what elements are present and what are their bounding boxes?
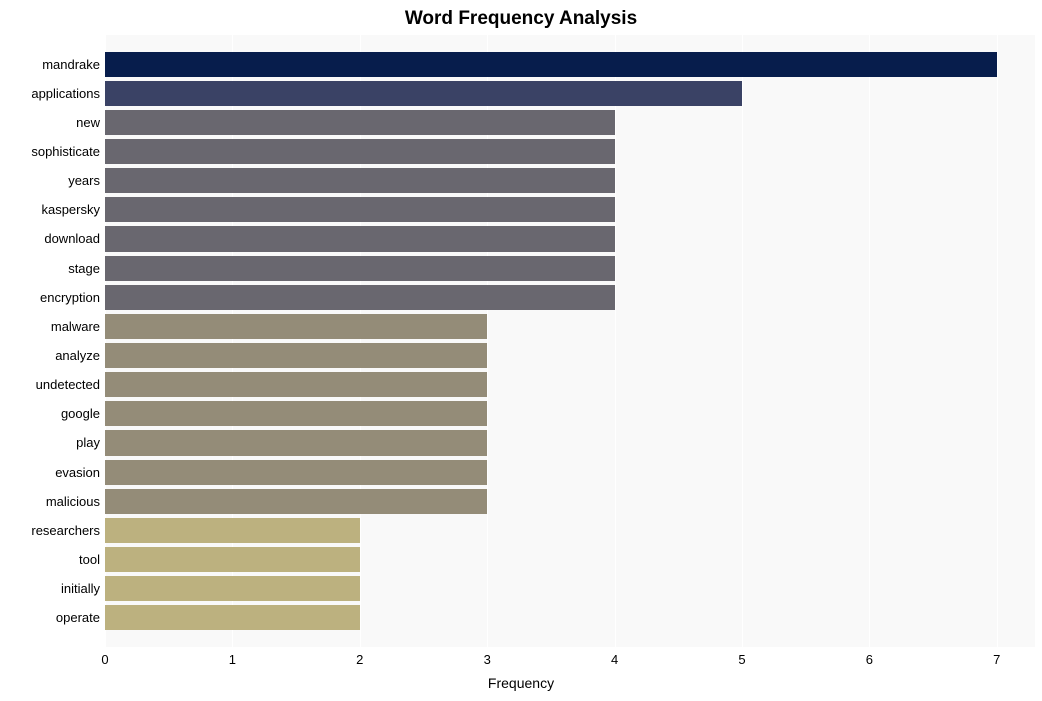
bar xyxy=(105,197,615,222)
x-tick-label: 7 xyxy=(993,652,1000,667)
bar xyxy=(105,52,997,77)
word-frequency-chart: Word Frequency Analysis Frequency mandra… xyxy=(0,0,1042,701)
chart-title: Word Frequency Analysis xyxy=(0,8,1042,30)
y-tick-label: malicious xyxy=(0,489,100,514)
y-tick-label: stage xyxy=(0,256,100,281)
bar-row xyxy=(105,489,487,514)
bar-row xyxy=(105,197,615,222)
bar xyxy=(105,372,487,397)
y-tick-label: sophisticate xyxy=(0,139,100,164)
bar-row xyxy=(105,52,997,77)
bar xyxy=(105,81,742,106)
bar xyxy=(105,576,360,601)
bar xyxy=(105,314,487,339)
y-tick-label: kaspersky xyxy=(0,197,100,222)
bar-row xyxy=(105,285,615,310)
y-tick-label: play xyxy=(0,430,100,455)
y-tick-label: operate xyxy=(0,605,100,630)
bar-row xyxy=(105,81,742,106)
x-tick-label: 5 xyxy=(738,652,745,667)
bar xyxy=(105,489,487,514)
gridline xyxy=(869,35,870,647)
x-tick-label: 6 xyxy=(866,652,873,667)
x-tick-label: 3 xyxy=(484,652,491,667)
bar-row xyxy=(105,110,615,135)
y-tick-label: download xyxy=(0,226,100,251)
plot-area xyxy=(105,35,1035,647)
bar xyxy=(105,256,615,281)
bar xyxy=(105,285,615,310)
y-tick-label: initially xyxy=(0,576,100,601)
y-tick-label: evasion xyxy=(0,460,100,485)
y-tick-label: undetected xyxy=(0,372,100,397)
bar-row xyxy=(105,139,615,164)
bar-row xyxy=(105,430,487,455)
bar-row xyxy=(105,256,615,281)
bar xyxy=(105,139,615,164)
bar xyxy=(105,226,615,251)
y-tick-label: tool xyxy=(0,547,100,572)
bar-row xyxy=(105,226,615,251)
x-tick-label: 0 xyxy=(101,652,108,667)
gridline xyxy=(997,35,998,647)
y-tick-label: new xyxy=(0,110,100,135)
x-tick-label: 1 xyxy=(229,652,236,667)
y-tick-label: analyze xyxy=(0,343,100,368)
bar-row xyxy=(105,314,487,339)
bar xyxy=(105,460,487,485)
bar xyxy=(105,168,615,193)
y-tick-label: applications xyxy=(0,81,100,106)
y-tick-label: researchers xyxy=(0,518,100,543)
bar-row xyxy=(105,372,487,397)
y-tick-label: malware xyxy=(0,314,100,339)
y-tick-label: encryption xyxy=(0,285,100,310)
x-axis-label: Frequency xyxy=(0,675,1042,691)
y-tick-label: mandrake xyxy=(0,52,100,77)
x-tick-label: 2 xyxy=(356,652,363,667)
gridline xyxy=(615,35,616,647)
bar xyxy=(105,343,487,368)
bar-row xyxy=(105,576,360,601)
y-tick-label: years xyxy=(0,168,100,193)
bar xyxy=(105,401,487,426)
bar-row xyxy=(105,605,360,630)
bar xyxy=(105,518,360,543)
bar xyxy=(105,547,360,572)
bar-row xyxy=(105,518,360,543)
bar xyxy=(105,605,360,630)
gridline xyxy=(742,35,743,647)
bar-row xyxy=(105,547,360,572)
bar-row xyxy=(105,460,487,485)
x-tick-label: 4 xyxy=(611,652,618,667)
bar xyxy=(105,430,487,455)
y-tick-label: google xyxy=(0,401,100,426)
bar-row xyxy=(105,343,487,368)
bar xyxy=(105,110,615,135)
bar-row xyxy=(105,168,615,193)
bar-row xyxy=(105,401,487,426)
